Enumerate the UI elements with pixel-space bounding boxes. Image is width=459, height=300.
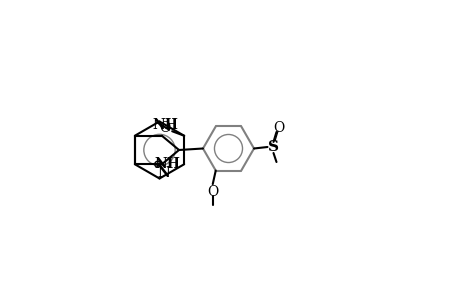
Text: O: O: [207, 184, 218, 199]
Text: N: N: [157, 166, 169, 180]
Text: NH: NH: [151, 118, 178, 132]
Text: O: O: [159, 121, 170, 135]
Text: methoxy: methoxy: [0, 299, 1, 300]
Text: S: S: [268, 140, 279, 154]
Text: methoxy: methoxy: [0, 299, 1, 300]
Text: O: O: [272, 121, 284, 134]
Text: NH: NH: [154, 157, 180, 171]
